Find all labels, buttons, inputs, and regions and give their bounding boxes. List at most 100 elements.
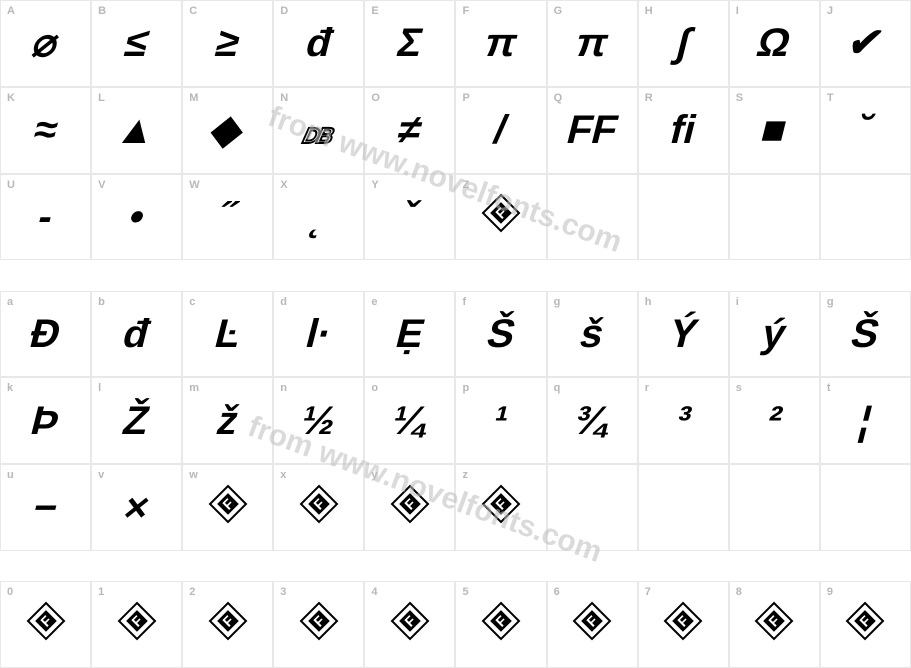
char-cell: v× bbox=[91, 464, 182, 551]
char-cell: P/ bbox=[455, 87, 546, 174]
cell-glyph: − bbox=[29, 488, 62, 528]
char-cell: 7 F bbox=[638, 581, 729, 668]
char-cell: z F bbox=[455, 464, 546, 551]
char-cell: eẸ bbox=[364, 291, 455, 378]
char-cell: bđ bbox=[91, 291, 182, 378]
spacer bbox=[364, 260, 455, 290]
cell-label: g bbox=[827, 296, 834, 308]
cell-label: r bbox=[645, 382, 649, 394]
char-cell: o¼ bbox=[364, 377, 455, 464]
cell-label: n bbox=[280, 382, 287, 394]
cell-glyph: ˛ bbox=[307, 197, 330, 237]
cell-label: k bbox=[7, 382, 13, 394]
diamond-f-glyph: F bbox=[26, 606, 66, 650]
cell-label: 2 bbox=[189, 586, 195, 598]
cell-label: e bbox=[371, 296, 377, 308]
cell-label: 6 bbox=[554, 586, 560, 598]
char-cell: IΩ bbox=[729, 0, 820, 87]
char-cell: y F bbox=[364, 464, 455, 551]
char-cell: r³ bbox=[638, 377, 729, 464]
cell-glyph: Ẹ bbox=[392, 314, 429, 354]
cell-label: E bbox=[371, 5, 378, 17]
char-cell bbox=[638, 174, 729, 261]
cell-glyph: F bbox=[299, 601, 339, 648]
char-cell bbox=[820, 464, 911, 551]
cell-glyph: Ž bbox=[119, 401, 153, 441]
spacer bbox=[455, 551, 546, 581]
cell-glyph: Ŀ bbox=[211, 314, 245, 354]
char-cell: H∫ bbox=[638, 0, 729, 87]
cell-label: D bbox=[280, 5, 288, 17]
cell-glyph: ˝ bbox=[216, 197, 239, 237]
char-cell: Dđ bbox=[273, 0, 364, 87]
char-cell: aĐ bbox=[0, 291, 91, 378]
diamond-f-glyph: F bbox=[481, 198, 521, 242]
char-cell: T˘ bbox=[820, 87, 911, 174]
cell-label: M bbox=[189, 92, 198, 104]
char-cell: iý bbox=[729, 291, 820, 378]
char-cell bbox=[729, 174, 820, 261]
cell-label: o bbox=[371, 382, 378, 394]
spacer bbox=[91, 551, 182, 581]
char-cell: gŠ bbox=[820, 291, 911, 378]
cell-label: L bbox=[98, 92, 105, 104]
cell-label: R bbox=[645, 92, 653, 104]
char-cell: t¦ bbox=[820, 377, 911, 464]
char-cell: 8 F bbox=[729, 581, 820, 668]
cell-glyph: Ý bbox=[665, 314, 702, 354]
char-cell: 0 F bbox=[0, 581, 91, 668]
cell-label: H bbox=[645, 5, 653, 17]
diamond-f-glyph: F bbox=[572, 606, 612, 650]
spacer bbox=[638, 551, 729, 581]
character-map-grid: A⌀B≤C≥DđEΣFπGπH∫IΩJ✔K≈L▲M◆NDBO≠P/QFFRfiS… bbox=[0, 0, 911, 668]
cell-glyph: DB bbox=[300, 110, 338, 150]
cell-label: G bbox=[554, 5, 563, 17]
char-cell: p¹ bbox=[455, 377, 546, 464]
cell-label: t bbox=[827, 382, 831, 394]
char-cell: 1 F bbox=[91, 581, 182, 668]
cell-label: C bbox=[189, 5, 197, 17]
cell-glyph: / bbox=[490, 110, 511, 150]
cell-glyph: đ bbox=[302, 23, 336, 63]
cell-label: X bbox=[280, 179, 287, 191]
cell-glyph: F bbox=[117, 601, 157, 648]
char-cell: Yˇ bbox=[364, 174, 455, 261]
char-cell bbox=[547, 464, 638, 551]
cell-label: 9 bbox=[827, 586, 833, 598]
cell-label: f bbox=[462, 296, 466, 308]
spacer bbox=[547, 260, 638, 290]
char-cell: cĿ bbox=[182, 291, 273, 378]
cell-glyph: π bbox=[481, 23, 522, 63]
cell-label: 8 bbox=[736, 586, 742, 598]
char-cell: L▲ bbox=[91, 87, 182, 174]
cell-glyph: đ bbox=[119, 314, 153, 354]
cell-glyph: Đ bbox=[26, 314, 65, 354]
cell-label: g bbox=[554, 296, 561, 308]
cell-glyph: F bbox=[845, 601, 885, 648]
char-cell: N DB bbox=[273, 87, 364, 174]
cell-glyph: ž bbox=[213, 401, 243, 441]
cell-glyph: F bbox=[754, 601, 794, 648]
cell-glyph: - bbox=[34, 197, 57, 237]
cell-label: b bbox=[98, 296, 105, 308]
spacer bbox=[638, 260, 729, 290]
cell-glyph: F bbox=[481, 484, 521, 531]
cell-glyph: ■ bbox=[757, 110, 791, 150]
cell-glyph: ≤ bbox=[121, 23, 153, 63]
char-cell: hÝ bbox=[638, 291, 729, 378]
cell-label: c bbox=[189, 296, 195, 308]
cell-label: x bbox=[280, 469, 286, 481]
cell-label: N bbox=[280, 92, 288, 104]
char-cell: 2 F bbox=[182, 581, 273, 668]
char-cell: X˛ bbox=[273, 174, 364, 261]
char-cell: lŽ bbox=[91, 377, 182, 464]
cell-label: U bbox=[7, 179, 15, 191]
char-cell: S■ bbox=[729, 87, 820, 174]
cell-label: W bbox=[189, 179, 199, 191]
cell-label: 7 bbox=[645, 586, 651, 598]
cell-label: q bbox=[554, 382, 561, 394]
cell-glyph: F bbox=[390, 601, 430, 648]
char-cell: mž bbox=[182, 377, 273, 464]
cell-label: O bbox=[371, 92, 380, 104]
spacer bbox=[729, 260, 820, 290]
